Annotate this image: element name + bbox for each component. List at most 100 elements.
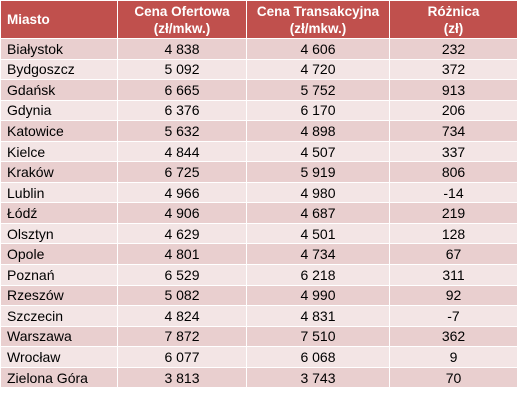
cell-difference: 92 [389, 284, 517, 307]
cell-difference: 372 [389, 58, 517, 81]
cell-city: Białystok [0, 38, 118, 60]
header-offer-price-unit: (zł/mkw.) [153, 20, 211, 36]
table-header: Miasto Cena Ofertowa (zł/mkw.) Cena Tran… [0, 0, 517, 39]
header-offer-price: Cena Ofertowa (zł/mkw.) [117, 0, 247, 39]
table-row: Opole 4 801 4 734 67 [0, 243, 517, 266]
cell-offer-price: 5 092 [117, 58, 247, 81]
header-row: Miasto Cena Ofertowa (zł/mkw.) Cena Tran… [0, 0, 517, 39]
cell-offer-price: 5 632 [117, 120, 247, 142]
header-transaction-price: Cena Transakcyjna (zł/mkw.) [246, 0, 390, 39]
cell-difference: 734 [389, 120, 517, 142]
cell-transaction-price: 4 980 [246, 181, 390, 204]
cell-difference: 67 [389, 243, 517, 266]
header-city: Miasto [0, 0, 118, 39]
cell-transaction-price: 6 068 [246, 346, 390, 368]
table-row: Rzeszów 5 082 4 990 92 [0, 284, 517, 307]
cell-difference: 232 [389, 38, 517, 60]
header-difference-title: Różnica [427, 3, 480, 19]
cell-offer-price: 4 906 [117, 202, 247, 224]
cell-city: Lublin [0, 181, 118, 204]
cell-difference: 362 [389, 325, 517, 348]
cell-difference: 219 [389, 202, 517, 224]
table-row: Warszawa 7 872 7 510 362 [0, 325, 517, 348]
cell-difference: 9 [389, 346, 517, 368]
cell-offer-price: 6 376 [117, 99, 247, 122]
cell-offer-price: 7 872 [117, 325, 247, 348]
cell-city: Katowice [0, 120, 118, 142]
cell-difference: 806 [389, 161, 517, 183]
cell-offer-price: 6 077 [117, 346, 247, 368]
cell-transaction-price: 5 919 [246, 161, 390, 183]
cell-city: Gdynia [0, 99, 118, 122]
cell-city: Poznań [0, 264, 118, 286]
cell-transaction-price: 4 831 [246, 305, 390, 327]
cell-city: Łódź [0, 202, 118, 224]
cell-difference: -7 [389, 305, 517, 327]
cell-city: Gdańsk [0, 79, 118, 101]
cell-transaction-price: 5 752 [246, 79, 390, 101]
price-comparison-table: Miasto Cena Ofertowa (zł/mkw.) Cena Tran… [0, 0, 517, 389]
header-offer-price-title: Cena Ofertowa [134, 3, 230, 19]
cell-transaction-price: 4 501 [246, 222, 390, 245]
header-difference: Różnica (zł) [389, 0, 517, 39]
table-row: Zielona Góra 3 813 3 743 70 [0, 366, 517, 389]
cell-city: Rzeszów [0, 284, 118, 307]
cell-difference: 337 [389, 140, 517, 163]
cell-offer-price: 4 801 [117, 243, 247, 266]
cell-transaction-price: 6 170 [246, 99, 390, 122]
table-row: Kielce 4 844 4 507 337 [0, 140, 517, 163]
cell-offer-price: 4 838 [117, 38, 247, 60]
cell-difference: 206 [389, 99, 517, 122]
cell-offer-price: 6 529 [117, 264, 247, 286]
cell-transaction-price: 4 606 [246, 38, 390, 60]
cell-city: Szczecin [0, 305, 118, 327]
cell-transaction-price: 4 898 [246, 120, 390, 142]
cell-city: Zielona Góra [0, 366, 118, 389]
cell-city: Kielce [0, 140, 118, 163]
cell-offer-price: 4 629 [117, 222, 247, 245]
cell-transaction-price: 3 743 [246, 366, 390, 389]
table-row: Lublin 4 966 4 980 -14 [0, 181, 517, 204]
cell-city: Bydgoszcz [0, 58, 118, 81]
cell-transaction-price: 4 720 [246, 58, 390, 81]
table-row: Łódź 4 906 4 687 219 [0, 202, 517, 224]
cell-city: Olsztyn [0, 222, 118, 245]
header-transaction-price-title: Cena Transakcyjna [256, 3, 380, 19]
cell-offer-price: 3 813 [117, 366, 247, 389]
cell-offer-price: 4 844 [117, 140, 247, 163]
cell-city: Opole [0, 243, 118, 266]
cell-offer-price: 6 665 [117, 79, 247, 101]
cell-offer-price: 6 725 [117, 161, 247, 183]
table-row: Kraków 6 725 5 919 806 [0, 161, 517, 183]
cell-transaction-price: 4 990 [246, 284, 390, 307]
cell-offer-price: 5 082 [117, 284, 247, 307]
cell-difference: 311 [389, 264, 517, 286]
table-row: Wrocław 6 077 6 068 9 [0, 346, 517, 368]
cell-transaction-price: 4 687 [246, 202, 390, 224]
cell-difference: 128 [389, 222, 517, 245]
cell-transaction-price: 4 734 [246, 243, 390, 266]
table-row: Gdynia 6 376 6 170 206 [0, 99, 517, 122]
cell-difference: 70 [389, 366, 517, 389]
cell-city: Wrocław [0, 346, 118, 368]
cell-difference: -14 [389, 181, 517, 204]
table-row: Olsztyn 4 629 4 501 128 [0, 222, 517, 245]
table-row: Katowice 5 632 4 898 734 [0, 120, 517, 142]
table-row: Bydgoszcz 5 092 4 720 372 [0, 58, 517, 81]
header-city-label: Miasto [7, 12, 50, 27]
table-row: Poznań 6 529 6 218 311 [0, 264, 517, 286]
table-row: Szczecin 4 824 4 831 -7 [0, 305, 517, 327]
table-row: Białystok 4 838 4 606 232 [0, 38, 517, 60]
cell-transaction-price: 4 507 [246, 140, 390, 163]
cell-offer-price: 4 966 [117, 181, 247, 204]
cell-difference: 913 [389, 79, 517, 101]
table-row: Gdańsk 6 665 5 752 913 [0, 79, 517, 101]
header-difference-unit: (zł) [443, 20, 464, 36]
header-transaction-price-unit: (zł/mkw.) [289, 20, 347, 36]
cell-offer-price: 4 824 [117, 305, 247, 327]
cell-transaction-price: 6 218 [246, 264, 390, 286]
table-body: Białystok 4 838 4 606 232 Bydgoszcz 5 092 4 72… [0, 38, 517, 389]
cell-city: Kraków [0, 161, 118, 183]
cell-city: Warszawa [0, 325, 118, 348]
cell-transaction-price: 7 510 [246, 325, 390, 348]
